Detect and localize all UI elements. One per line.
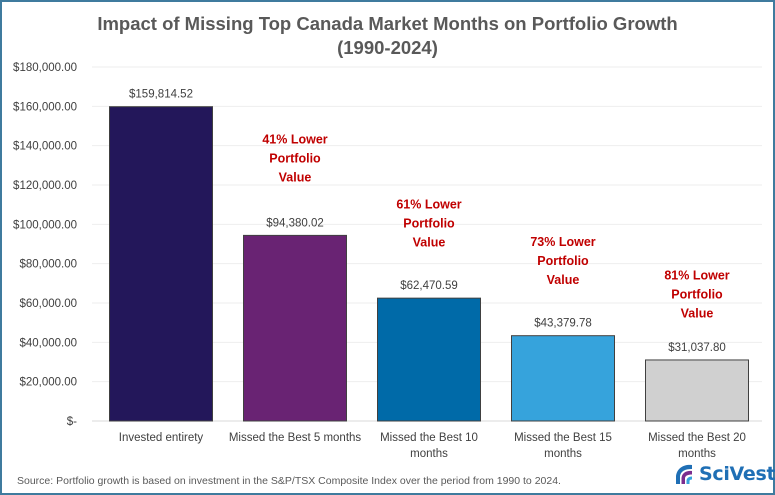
x-tick-label: Missed the Best 20 [648,432,746,444]
y-tick-label: $40,000.00 [19,337,77,349]
x-tick-label: months [544,448,582,460]
bar [511,335,615,422]
category-labels: Invested entirety Missed the Best 5 month… [119,432,746,460]
source-note: Source: Portfolio growth is based on inv… [17,475,561,487]
x-tick-label: months [410,448,448,460]
data-label: $31,037.80 [668,342,726,354]
y-tick-label: $20,000.00 [19,377,77,389]
data-label: $43,379.78 [534,318,592,330]
scivest-logo: SciVest [672,462,775,486]
x-tick-label: months [678,448,716,460]
x-tick-label: Missed the Best 10 [380,432,478,444]
bars [109,106,749,422]
x-tick-label: Missed the Best 5 months [229,432,362,444]
y-tick-label: $100,000.00 [13,219,77,231]
bar [645,359,749,422]
data-label: $62,470.59 [400,280,458,292]
chart-title: Impact of Missing Top Canada Market Mont… [0,12,775,60]
y-tick-label: $160,000.00 [13,101,77,113]
annotation-text: Value [279,171,312,185]
chart-title-line2: (1990-2024) [337,37,438,58]
y-axis-ticks: $- $20,000.00 $40,000.00 $60,000.00 $80,000.… [13,62,77,428]
y-tick-label: $60,000.00 [19,298,77,310]
bar [377,297,481,422]
chart-title-line1: Impact of Missing Top Canada Market Mont… [97,13,678,34]
x-tick-label: Invested entirety [119,432,204,444]
annotation-text: Portfolio [403,217,455,231]
bar [243,234,347,422]
annotation-text: 73% Lower [530,235,595,249]
y-tick-label: $180,000.00 [13,62,77,74]
data-label: $94,380.02 [266,217,324,229]
y-tick-label: $120,000.00 [13,180,77,192]
scivest-logo-text: SciVest [699,463,775,485]
annotation-text: Value [547,273,580,287]
data-label: $159,814.52 [129,89,193,101]
annotation-text: Portfolio [537,254,589,268]
annotation-text: Value [681,306,714,320]
y-tick-label: $- [67,416,77,428]
annotation-text: 61% Lower [396,198,461,212]
annotation-text: Value [413,236,446,250]
scivest-logo-icon [676,464,692,484]
annotation-text: Portfolio [671,287,723,301]
y-tick-label: $140,000.00 [13,141,77,153]
annotation-text: Portfolio [269,152,321,166]
annotations: 41% Lower Portfolio Value 61% Lower Portfoli… [262,133,729,321]
value-labels: $159,814.52 $94,380.02 $62,470.59 $43,379.7… [129,89,726,354]
bar [109,106,213,422]
y-tick-label: $80,000.00 [19,259,77,271]
annotation-text: 81% Lower [664,268,729,282]
annotation-text: 41% Lower [262,133,327,147]
x-tick-label: Missed the Best 15 [514,432,612,444]
